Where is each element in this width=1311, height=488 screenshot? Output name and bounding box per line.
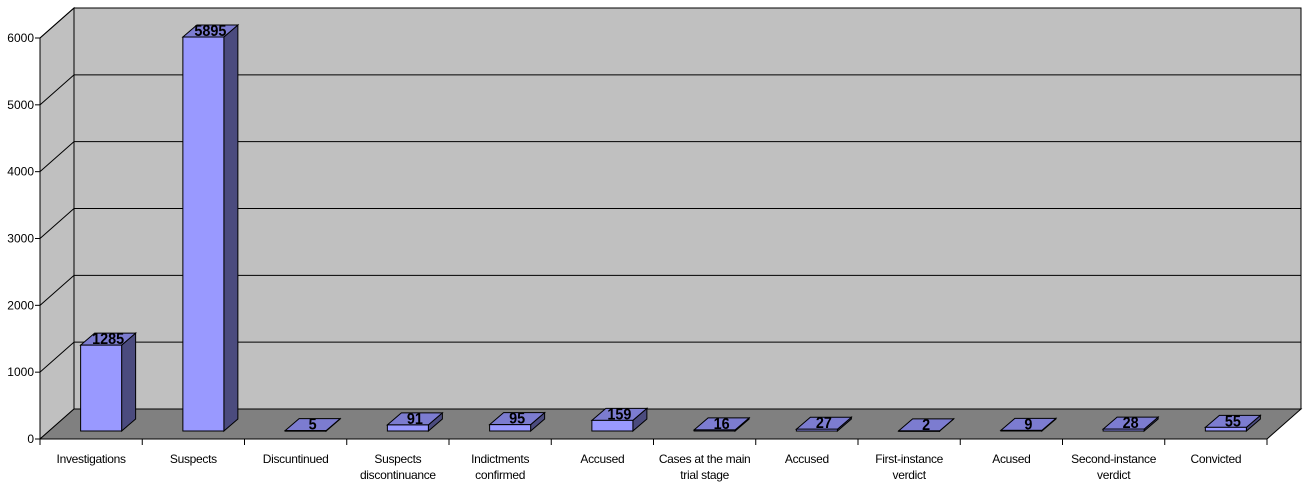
gridline [39,7,1301,39]
y-tick-label: 0 [27,432,34,446]
y-tick-label: 4000 [7,165,34,179]
gridline [39,141,1301,173]
bar [386,424,429,432]
data-label: 16 [714,416,730,433]
x-tick-label: confirmed [475,468,525,482]
y-tick-label: 3000 [7,232,34,246]
y-tick-label: 1000 [7,365,34,379]
bar [80,344,123,432]
data-label: 5895 [194,23,226,40]
bar [795,428,838,432]
data-label: 28 [1123,415,1139,432]
data-label: 9 [1024,416,1032,433]
data-label: 55 [1225,413,1241,430]
data-label: 159 [607,406,631,423]
bar [182,36,225,432]
bar [693,429,736,432]
x-tick-label: verdict [1097,468,1131,482]
x-tick-label: verdict [893,468,927,482]
gridline [39,341,1301,373]
bar [489,424,532,432]
x-tick-label: Suspects [374,452,421,466]
data-label: 2 [922,417,930,434]
x-tick-label: First-instance [875,452,943,466]
x-tick-label: Suspects [170,452,217,466]
x-tick-label: Convicted [1191,452,1242,466]
data-label: 27 [816,415,832,432]
y-tick-label: 6000 [7,31,34,45]
y-tick-label: 2000 [7,298,34,312]
data-label: 95 [509,411,525,428]
gridline [39,208,1301,239]
x-tick-label: Cases at the main [659,452,751,466]
bar [1000,429,1043,432]
gridline [39,274,1301,306]
bar [898,430,941,432]
bar [1102,428,1145,432]
data-label: 91 [407,411,423,428]
x-tick-label: Second-instance [1071,452,1157,466]
x-tick-label: Indictments [471,452,529,466]
x-tick-label: Accused [785,452,829,466]
bar [591,419,634,432]
data-label: 1285 [92,331,124,348]
x-tick-label: discontinuance [360,468,436,482]
bar [1204,426,1247,432]
x-tick-label: Discuntinued [263,452,329,466]
x-tick-label: Investigations [57,452,126,466]
x-tick-label: trial stage [680,468,729,482]
x-tick-label: Accused [580,452,624,466]
bar-side [223,23,239,433]
x-tick-label: Acused [992,452,1030,466]
gridline [39,74,1301,106]
bar [284,430,327,432]
y-tick-label: 5000 [7,98,34,112]
data-label: 5 [309,417,317,434]
